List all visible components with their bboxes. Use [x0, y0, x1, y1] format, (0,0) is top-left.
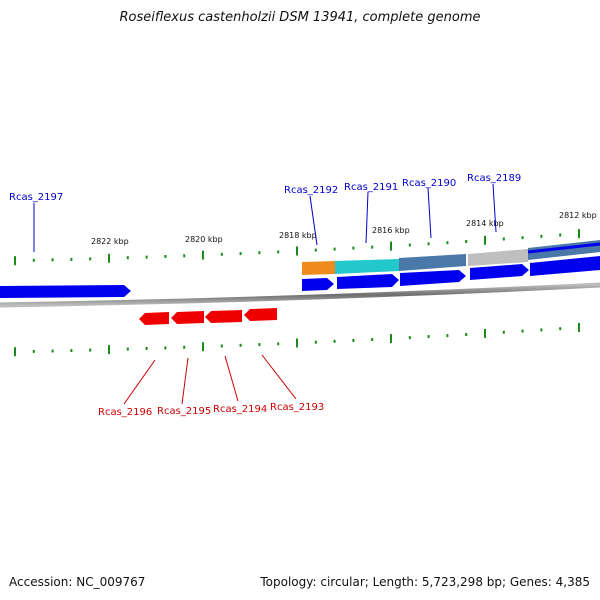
forward-genes: [0, 256, 600, 298]
reverse-label-leaders: [123, 354, 297, 405]
gene-rcas-2191[interactable]: [337, 274, 399, 289]
tick-label-2822: 2822 kbp: [91, 237, 129, 246]
cog-segment-gray: [468, 249, 528, 266]
cog-segment-orange: [302, 261, 335, 275]
label-rcas-2192[interactable]: Rcas_2192: [284, 185, 338, 196]
tick-row-bottom: [14, 322, 580, 357]
forward-label-leaders: [33, 183, 497, 252]
tick-label-2816: 2816 kbp: [372, 226, 410, 235]
cog-segment-cyan: [335, 259, 399, 274]
label-rcas-2195[interactable]: Rcas_2195: [157, 406, 211, 417]
tick-label-2812: 2812 kbp: [559, 211, 597, 220]
label-rcas-2189[interactable]: Rcas_2189: [467, 173, 521, 184]
forward-labels: Rcas_2197 Rcas_2192 Rcas_2191 Rcas_2190 …: [9, 173, 521, 203]
tick-label-2814: 2814 kbp: [466, 219, 504, 228]
gene-rcas-2194[interactable]: [205, 310, 242, 323]
label-rcas-2193[interactable]: Rcas_2193: [270, 402, 324, 413]
genome-backbone: [0, 282, 600, 308]
label-rcas-2190[interactable]: Rcas_2190: [402, 178, 456, 189]
reverse-labels: Rcas_2196 Rcas_2195 Rcas_2194 Rcas_2193: [98, 402, 324, 418]
gene-rcas-2197[interactable]: [0, 285, 131, 298]
tick-label-2820: 2820 kbp: [185, 235, 223, 244]
gene-rcas-2193[interactable]: [244, 308, 277, 321]
topology-summary: Topology: circular; Length: 5,723,298 bp…: [260, 575, 590, 589]
cog-segment-steelblue: [399, 254, 466, 271]
gene-rcas-2190[interactable]: [400, 270, 466, 286]
reverse-genes: [139, 308, 277, 325]
gene-rcas-2196[interactable]: [139, 312, 169, 325]
gene-rcas-2192[interactable]: [302, 278, 334, 291]
gene-rcas-2189[interactable]: [470, 264, 529, 280]
label-rcas-2194[interactable]: Rcas_2194: [213, 404, 267, 415]
cog-track: [302, 240, 600, 275]
gene-forward-right[interactable]: [530, 256, 600, 276]
tick-label-2818: 2818 kbp: [279, 231, 317, 240]
label-rcas-2191[interactable]: Rcas_2191: [344, 182, 398, 193]
label-rcas-2196[interactable]: Rcas_2196: [98, 407, 152, 418]
tick-row-top: [14, 229, 580, 266]
accession-text: Accession: NC_009767: [9, 575, 146, 589]
gene-rcas-2195[interactable]: [171, 311, 204, 324]
kbp-labels: 2822 kbp 2820 kbp 2818 kbp 2816 kbp 2814…: [91, 211, 597, 246]
map-title: Roseiflexus castenholzii DSM 13941, comp…: [119, 10, 481, 25]
label-rcas-2197[interactable]: Rcas_2197: [9, 192, 63, 203]
